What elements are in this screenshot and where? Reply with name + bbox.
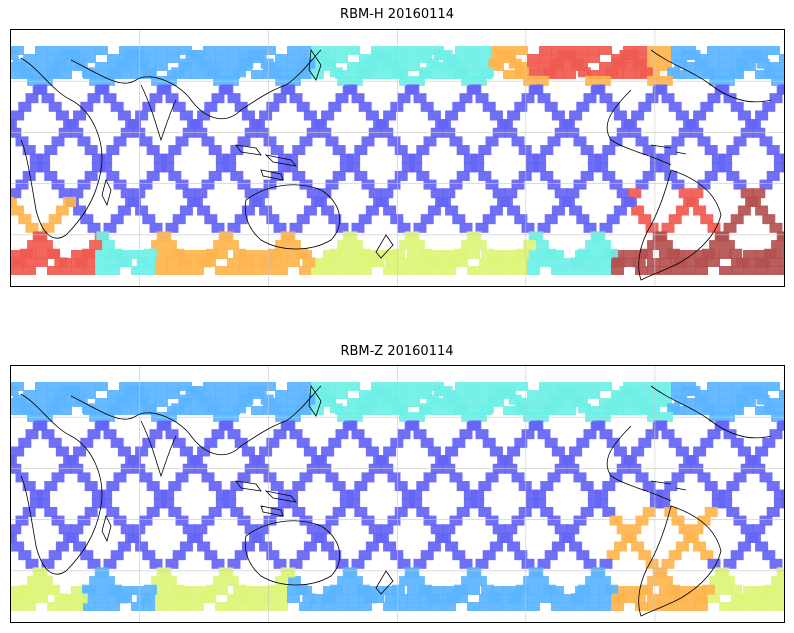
coastline-segment — [264, 490, 298, 503]
coastline-segment — [308, 384, 322, 417]
coastline-segment — [235, 480, 262, 492]
coastline-segment — [375, 570, 394, 595]
panel-top-title: RBM-H 20160114 — [340, 7, 454, 22]
swath-layer — [11, 382, 784, 611]
orbit-swaths — [11, 386, 784, 604]
coastlines — [20, 384, 772, 617]
coastline-segment — [638, 169, 722, 281]
coastline-segment — [244, 520, 340, 586]
coastline-segment — [638, 505, 722, 617]
coastline-segment — [650, 144, 687, 155]
orbit-swaths — [11, 50, 784, 268]
panel-bottom-title: RBM-Z 20160114 — [340, 344, 454, 359]
swath-map-rbm-h — [11, 30, 784, 286]
coastline-segment — [140, 84, 177, 142]
coastline-segment — [260, 169, 284, 181]
swath-map-rbm-z — [11, 366, 784, 622]
coastline-segment — [70, 385, 322, 455]
graticule — [11, 366, 784, 622]
coastline-segment — [264, 154, 298, 167]
coastline-segment — [308, 48, 322, 81]
coastline-segment — [606, 385, 772, 502]
map-panel-rbm-z — [10, 365, 785, 623]
coastlines — [20, 48, 772, 281]
swath-layer — [11, 46, 784, 275]
coastline-segment — [650, 480, 687, 491]
coastline-segment — [70, 49, 322, 119]
map-panel-rbm-h — [10, 29, 785, 287]
coastline-segment — [101, 178, 112, 207]
coastline-segment — [260, 505, 284, 517]
coastline-segment — [140, 420, 177, 478]
coastline-segment — [20, 393, 103, 575]
coastline-segment — [235, 144, 262, 156]
coastline-segment — [244, 184, 340, 250]
coastline-segment — [101, 514, 112, 543]
coastline-segment — [606, 49, 772, 166]
coastline-segment — [20, 57, 103, 239]
coastline-segment — [375, 234, 394, 259]
